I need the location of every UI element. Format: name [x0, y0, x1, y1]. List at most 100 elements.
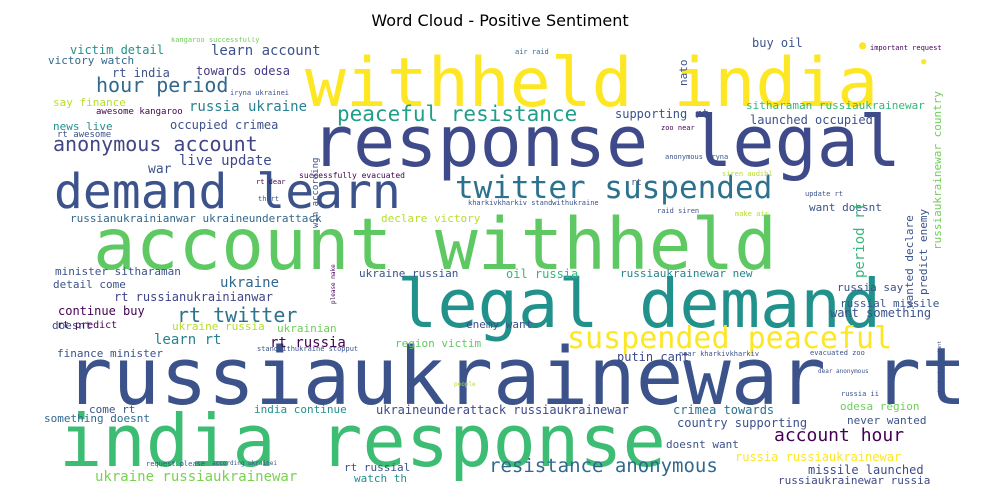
word: russiaukrainewar russia — [778, 474, 931, 487]
word: minister sitharaman — [55, 265, 181, 278]
word: th rt — [258, 195, 280, 203]
word: rt — [631, 178, 642, 188]
word: russianukrainianwar ukraineunderattack — [70, 212, 322, 225]
word: russiaukrainewar new — [620, 267, 753, 280]
word: detail come — [53, 278, 126, 291]
word: kharkivkharkiv standwithukraine — [468, 199, 599, 207]
word: hour period — [96, 73, 229, 97]
word: rt india — [112, 66, 170, 80]
word: russia russiaukrainewar — [735, 450, 902, 464]
word: rt russial — [344, 461, 411, 474]
word: want doesnt — [809, 201, 882, 214]
word: russiaukrainewar country — [931, 91, 944, 250]
word: doesnt — [52, 319, 92, 332]
word: ukraine — [220, 275, 280, 291]
word: putin cant — [617, 350, 690, 364]
word: response legal — [311, 101, 902, 183]
word: request please — [146, 460, 206, 468]
word: rt russia — [270, 335, 346, 351]
word: towards odesa — [196, 64, 290, 78]
word: resistance anonymous — [489, 455, 718, 477]
word: region victim — [395, 337, 482, 350]
word: russia ii — [841, 390, 879, 398]
word: make air — [735, 210, 769, 218]
word: rt awesome — [57, 130, 112, 140]
word: nato — [677, 59, 690, 87]
word: india response — [59, 399, 666, 483]
word: rt russianukrainianwar — [114, 290, 273, 304]
word: people — [454, 381, 476, 388]
word: russiaukrainewar rt — [65, 331, 959, 423]
word: rt dear — [256, 178, 286, 186]
word: ukraineunderattack russiaukrainewar — [376, 403, 629, 417]
word: buy oil — [752, 37, 803, 50]
word: ukrainei important — [937, 340, 943, 395]
word: something doesnt — [44, 412, 150, 425]
word: win according — [311, 157, 321, 228]
word: peaceful resistance — [337, 102, 578, 126]
word: occupied crimea — [170, 118, 279, 132]
word: crimea towards — [673, 403, 775, 417]
word: country supporting — [677, 416, 808, 430]
word: evacuated zoo — [810, 349, 865, 357]
word: sitharaman russiaukrainewar — [746, 99, 925, 112]
word: india continue — [254, 403, 347, 416]
word: odesa region — [840, 400, 920, 413]
word: withheld india — [305, 44, 879, 123]
word: according ukrainei — [212, 460, 278, 467]
word: supporting rt — [615, 107, 709, 121]
word: account withheld — [93, 203, 777, 286]
word: news live — [53, 120, 113, 133]
word: legal demand — [397, 265, 882, 343]
word: rt predict — [57, 320, 118, 331]
word: ukraine russiaukrainewar — [95, 469, 298, 485]
word: wanted declare — [903, 215, 916, 308]
word: victim detail — [70, 43, 164, 57]
word: enemy want — [466, 318, 533, 331]
word: doesnt want — [666, 438, 739, 451]
word: come rt — [89, 403, 136, 416]
word: update rt — [805, 190, 843, 198]
word: successfully evacuated — [299, 171, 405, 180]
word: standwithukraine stopput — [257, 345, 359, 353]
word: learn rt — [154, 332, 222, 348]
word: anonymous iryna — [665, 153, 729, 161]
word: iryna ukrainei — [230, 89, 290, 97]
word: demand learn — [54, 164, 401, 220]
word: ukraine russia — [172, 320, 265, 333]
word: russia say — [837, 281, 904, 294]
word: continue buy — [58, 304, 145, 318]
word: dear anonymous — [818, 368, 869, 375]
word: want something — [830, 306, 932, 320]
word: suspended peaceful — [567, 321, 893, 356]
word: finance minister — [57, 347, 163, 360]
word: victory watch — [48, 54, 135, 67]
word: russial missile — [840, 297, 940, 310]
word: please make — [330, 264, 337, 304]
word: missile launched — [808, 463, 924, 477]
word: watch th — [354, 472, 407, 485]
word: ukraine russian — [359, 267, 459, 280]
dot-mark: ● — [921, 57, 927, 67]
word: twitter suspended — [455, 170, 773, 206]
word: oil russia — [506, 267, 579, 281]
word: air raid — [515, 48, 549, 56]
word: russia ukraine — [189, 99, 308, 115]
word: say finance — [53, 96, 126, 109]
chart-title: Word Cloud - Positive Sentiment — [371, 11, 629, 30]
word: rt twitter — [177, 303, 298, 327]
word: important request — [870, 44, 942, 52]
word: period rt — [852, 202, 868, 278]
word: zoo near — [661, 124, 695, 132]
word: kangaroo successfully — [171, 37, 260, 44]
word: ukrainian — [277, 322, 337, 335]
word: predict enemy — [917, 208, 930, 295]
word: launched occupied — [750, 113, 873, 127]
word: anonymous account — [53, 132, 258, 156]
word: never wanted — [847, 414, 927, 427]
dot-mark: ● — [859, 38, 867, 52]
word: near kharkivkharkiv — [679, 350, 760, 358]
word: war — [148, 162, 172, 177]
word: siren audibl — [722, 170, 773, 178]
word: awesome kangaroo — [96, 107, 183, 117]
